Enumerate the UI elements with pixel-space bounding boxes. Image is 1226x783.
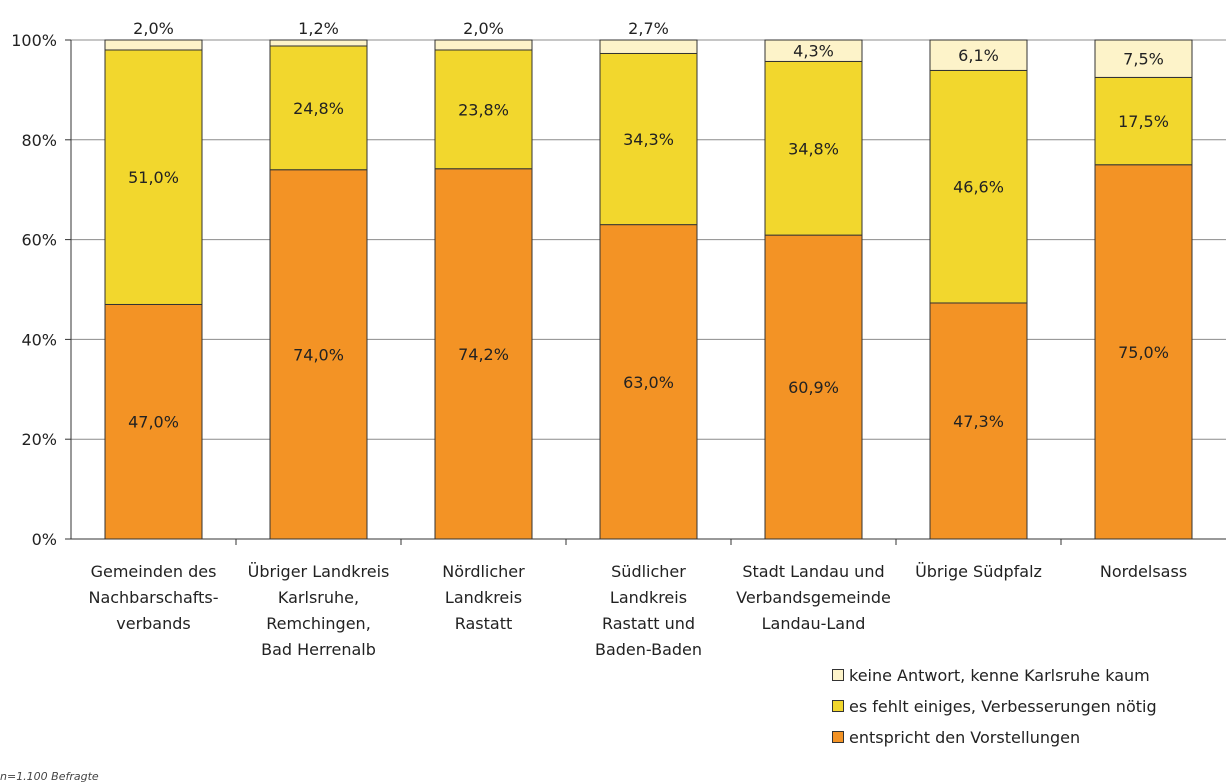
data-label: 2,0% [133,19,174,38]
x-category-label-line: Rastatt [455,614,513,633]
y-tick-label: 0% [32,530,57,549]
bars: 47,0% 51,0% 2,0% 74,0% 24,8% 1,2% 74,2% 23,8% 2,… [104,19,1193,540]
legend-label-entspricht: entspricht den Vorstellungen [849,727,1081,747]
bar-segment [764,60,863,236]
data-label: 6,1% [958,46,999,65]
data-label: 74,2% [458,345,509,364]
x-category-label: Südlicher Landkreis Rastatt und Baden-Baden [595,562,702,659]
legend-label-keine-antwort: keine Antwort, kenne Karlsruhe kaum [849,665,1150,685]
data-label: 34,3% [623,130,674,149]
x-category-label-line: Landkreis [445,588,522,607]
x-category-label: Übrige Südpfalz [915,562,1042,581]
x-category-label-line: Remchingen, [266,614,371,633]
legend-item-entspricht: entspricht den Vorstellungen [832,726,1157,748]
x-category-label-line: Verbandsgemeinde [736,588,891,607]
x-category-label-line: Übriger Landkreis [248,562,390,581]
x-category-label: Nördlicher Landkreis Rastatt [442,562,525,633]
bar-segment [1094,39,1193,78]
bar-segment [599,39,698,54]
bar-segment [764,234,863,540]
x-category-label-line: Stadt Landau und [742,562,884,581]
data-label: 4,3% [793,42,834,61]
bar-segment [929,39,1028,71]
x-category-label-line: Nachbarschafts- [88,588,218,607]
y-tick-label: 100% [11,31,57,50]
data-label: 74,0% [293,345,344,364]
legend-label-es-fehlt: es fehlt einiges, Verbesserungen nötig [849,696,1157,716]
x-category-label-line: Nordelsass [1100,562,1187,581]
bar-segment [929,302,1028,540]
x-category-label-line: Nördlicher [442,562,525,581]
legend-swatch-entspricht [832,731,844,743]
footnote: n=1.100 Befragte [0,770,99,783]
x-category-label: Übriger Landkreis Karlsruhe, Remchingen, Ba… [248,562,390,659]
bar-segment [434,168,533,540]
bar-segment [599,52,698,226]
x-category-label: Gemeinden des Nachbarschafts-verbands [88,562,218,633]
data-label: 23,8% [458,100,509,119]
bar-segment [104,49,203,305]
x-axis: Gemeinden des Nachbarschafts-verbands Übri… [70,40,1226,659]
legend-swatch-keine-antwort [832,669,844,681]
data-label: 47,0% [128,413,179,432]
bar-segment [929,69,1028,304]
data-label: 51,0% [128,168,179,187]
x-category-label-line: Bad Herrenalb [261,640,376,659]
data-label: 75,0% [1118,343,1169,362]
legend-item-keine-antwort: keine Antwort, kenne Karlsruhe kaum [832,664,1157,686]
x-category-label-line: Übrige Südpfalz [915,562,1042,581]
data-label: 46,6% [953,178,1004,197]
data-label: 2,7% [628,19,669,38]
data-label: 2,0% [463,19,504,38]
x-category-label-line: Karlsruhe, [278,588,359,607]
bar-segment [104,39,203,51]
legend-swatch-es-fehlt [832,700,844,712]
x-category-label-line: Landau-Land [762,614,866,633]
x-category-label: Nordelsass [1100,562,1187,581]
x-category-label-line: Baden-Baden [595,640,702,659]
data-label: 63,0% [623,373,674,392]
bar-segment [269,169,368,540]
bar-segment [434,39,533,51]
bar-segment [764,39,863,62]
legend: keine Antwort, kenne Karlsruhe kaum es f… [832,664,1157,757]
bar-segment [269,39,368,47]
data-label: 1,2% [298,19,339,38]
data-label: 7,5% [1123,50,1164,69]
y-tick-label: 60% [21,231,57,250]
x-category-label-line: Landkreis [610,588,687,607]
bar-segment [104,303,203,540]
bar-segment [1094,76,1193,166]
x-category-label-line: Gemeinden des [91,562,217,581]
data-label: 47,3% [953,412,1004,431]
y-tick-label: 40% [21,330,57,349]
data-label: 24,8% [293,99,344,118]
bar-segment [269,45,368,171]
bar-segment [599,224,698,540]
legend-item-es-fehlt: es fehlt einiges, Verbesserungen nötig [832,695,1157,717]
x-category-label-line: Rastatt und [602,614,695,633]
x-category-label-line: verbands [116,614,190,633]
y-axis-ticks: 0% 20% 40% 60% 80% 100% [11,31,71,549]
y-tick-label: 80% [21,131,57,150]
data-label: 17,5% [1118,112,1169,131]
x-category-label-line: Südlicher [611,562,686,581]
y-tick-label: 20% [21,430,57,449]
data-label: 34,8% [788,139,839,158]
data-label: 60,9% [788,378,839,397]
x-category-label: Stadt Landau und Verbandsgemeinde Landau-L… [736,562,891,633]
